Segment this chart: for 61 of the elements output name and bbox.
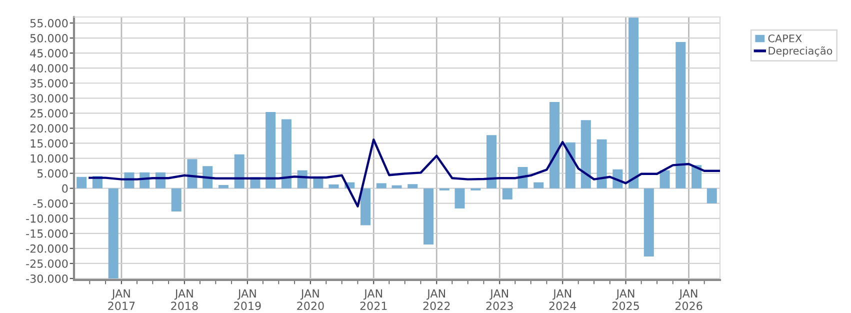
bar bbox=[187, 159, 198, 188]
bar bbox=[408, 184, 418, 188]
x-tick-label: JAN 2022 bbox=[423, 289, 450, 310]
y-tick-label: -15.000 bbox=[26, 229, 68, 238]
y-tick-label: 50.000 bbox=[30, 34, 68, 42]
bar bbox=[692, 165, 702, 188]
bar bbox=[360, 188, 371, 226]
bar bbox=[328, 184, 339, 188]
bar bbox=[596, 139, 607, 188]
y-tick-label: 10.000 bbox=[30, 154, 68, 163]
x-tick-label: JAN 2024 bbox=[549, 289, 576, 310]
bar bbox=[628, 18, 639, 188]
legend-label: CAPEX bbox=[768, 34, 802, 42]
bar bbox=[534, 182, 544, 188]
bar bbox=[549, 102, 560, 188]
legend-label: Depreciação bbox=[768, 46, 832, 57]
y-tick-label: 20.000 bbox=[30, 124, 68, 133]
line-series bbox=[88, 138, 720, 208]
y-tick-label: 55.000 bbox=[30, 18, 68, 28]
y-tick-label: -10.000 bbox=[26, 214, 68, 223]
bar bbox=[706, 188, 717, 204]
x-tick-label: JAN 2026 bbox=[675, 289, 702, 310]
bar bbox=[376, 183, 386, 188]
y-tick-label: 5.000 bbox=[37, 169, 68, 178]
x-tick-label: JAN 2018 bbox=[171, 289, 198, 310]
bar bbox=[423, 188, 434, 245]
bar bbox=[392, 185, 402, 188]
bar bbox=[108, 188, 118, 278]
bar bbox=[676, 42, 686, 188]
bar bbox=[218, 185, 228, 188]
bar bbox=[644, 188, 654, 257]
y-tick-label: 25.000 bbox=[30, 109, 68, 118]
bar bbox=[202, 166, 213, 188]
bar bbox=[171, 188, 182, 212]
bar bbox=[281, 119, 292, 188]
y-tick-label: -30.000 bbox=[26, 274, 68, 283]
bar bbox=[454, 188, 465, 208]
bar bbox=[580, 120, 591, 188]
bar bbox=[486, 135, 496, 188]
y-tick-label: -25.000 bbox=[26, 259, 68, 268]
bar bbox=[502, 188, 512, 200]
y-tick-label: 0 bbox=[62, 184, 68, 193]
bar bbox=[266, 112, 276, 188]
bar bbox=[565, 142, 576, 188]
x-tick-label: JAN 2020 bbox=[297, 289, 324, 310]
x-tick-label: JAN 2023 bbox=[486, 289, 513, 310]
bar bbox=[234, 154, 244, 188]
bar bbox=[313, 178, 324, 188]
bar bbox=[660, 170, 670, 188]
x-tick-label: JAN 2017 bbox=[108, 289, 135, 310]
y-tick-label: 40.000 bbox=[30, 64, 68, 72]
y-tick-label: 45.000 bbox=[30, 49, 68, 58]
y-tick-label: 15.000 bbox=[30, 139, 68, 148]
bar bbox=[76, 176, 87, 188]
x-tick-label: JAN 2021 bbox=[360, 289, 387, 310]
x-tick-label: JAN 2025 bbox=[612, 289, 639, 310]
y-tick-label: -20.000 bbox=[26, 244, 68, 253]
y-tick-label: -5.000 bbox=[33, 199, 68, 208]
x-tick-label: JAN 2019 bbox=[234, 289, 261, 310]
y-tick-label: 35.000 bbox=[30, 79, 68, 88]
y-tick-label: 30.000 bbox=[30, 94, 68, 103]
